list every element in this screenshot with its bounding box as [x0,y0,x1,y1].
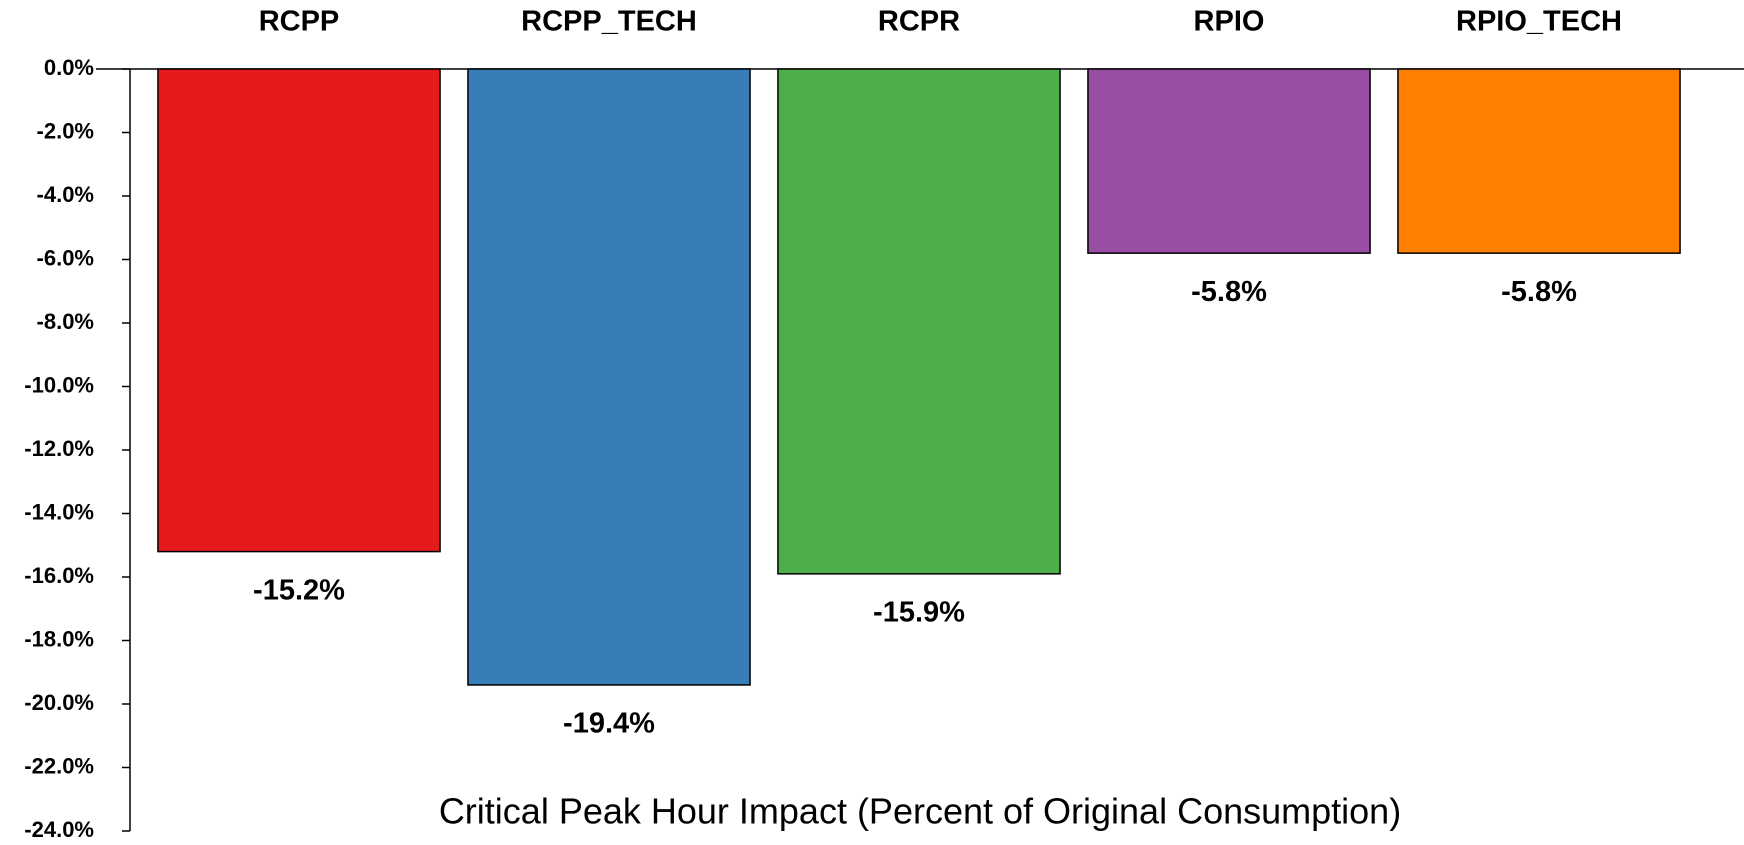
x-tick-label: RCPP_TECH [521,6,697,38]
y-tick-label: -24.0% [24,817,94,842]
y-tick-label: -6.0% [37,245,94,270]
y-tick-label: -12.0% [24,436,94,461]
value-label: -15.2% [253,574,345,606]
y-tick-label: -2.0% [37,118,94,143]
y-tick-label: -8.0% [37,309,94,334]
bar [1087,68,1371,254]
bar [777,68,1061,575]
bar [1397,68,1681,254]
y-tick-label: -14.0% [24,499,94,524]
y-tick-label: -4.0% [37,182,94,207]
y-tick-label: -22.0% [24,753,94,778]
x-tick-label: RPIO [1194,6,1265,38]
bar [467,68,751,686]
x-tick-label: RCPR [878,6,960,38]
value-label: -5.8% [1501,276,1577,308]
y-tick-label: -16.0% [24,563,94,588]
bar [157,68,441,553]
value-label: -15.9% [873,596,965,628]
y-tick-label: -20.0% [24,690,94,715]
value-label: -5.8% [1191,276,1267,308]
y-tick-label: -10.0% [24,372,94,397]
y-tick-label: 0.0% [44,55,94,80]
y-tick-label: -18.0% [24,626,94,651]
x-tick-label: RCPP [259,6,340,38]
x-tick-label: RPIO_TECH [1456,6,1622,38]
chart-title: Critical Peak Hour Impact (Percent of Or… [439,791,1401,832]
value-label: -19.4% [563,708,655,740]
